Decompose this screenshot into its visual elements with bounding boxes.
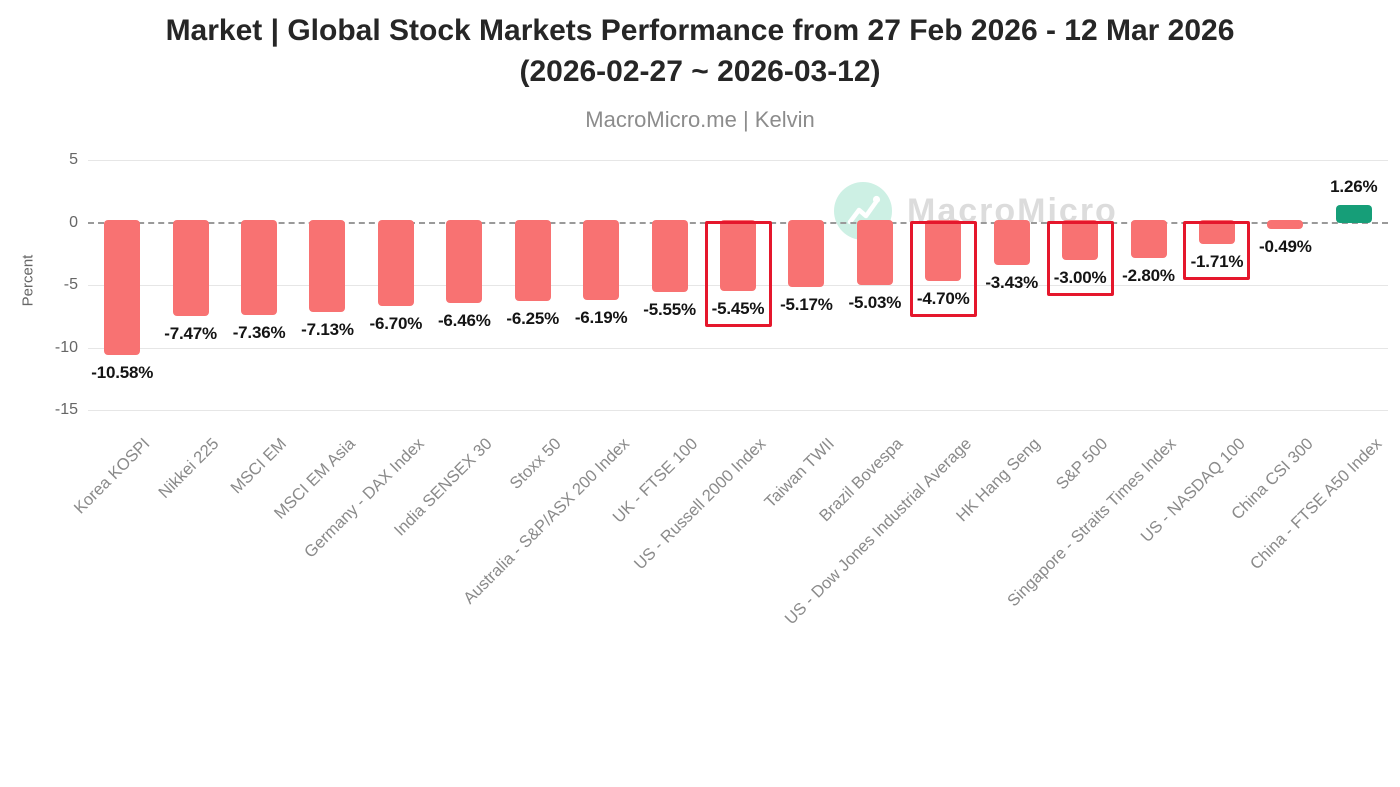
y-tick-label: -10 — [54, 338, 78, 356]
bar-brazil-bovespa[interactable] — [856, 219, 893, 286]
y-tick-label: 5 — [69, 151, 78, 168]
chart-title-line1: Market | Global Stock Markets Performanc… — [165, 14, 1235, 47]
y-tick-label: -15 — [54, 401, 78, 418]
value-label: -4.70% — [916, 289, 970, 309]
bar-india-sensex-30[interactable] — [446, 219, 483, 304]
value-label: -5.03% — [848, 293, 902, 313]
bar-china-csi-300[interactable] — [1267, 219, 1304, 229]
category-label: S&P 500 — [1052, 434, 1112, 494]
highlight-box — [704, 220, 772, 327]
value-label: -6.25% — [506, 308, 560, 328]
bar-uk-ftse-100[interactable] — [651, 219, 688, 292]
value-label: -5.45% — [711, 298, 765, 318]
bar-msci-em[interactable] — [241, 219, 278, 315]
chart-title-line2: (2026-02-27 ~ 2026-03-12) — [519, 55, 881, 89]
category-label: China - FTSE A50 Index — [1246, 434, 1386, 574]
value-label: -3.00% — [1053, 268, 1107, 287]
gridline — [88, 410, 1388, 411]
gridline — [88, 160, 1388, 161]
category-label: US - Russell 2000 Index — [630, 434, 770, 574]
category-label: Korea KOSPI — [70, 434, 154, 518]
category-label: Germany - DAX Index — [300, 434, 428, 562]
value-label: -5.55% — [643, 299, 696, 319]
chart-title: Market | Global Stock Markets Performanc… — [0, 10, 1400, 93]
value-label: -1.71% — [1190, 251, 1244, 271]
value-label: -6.46% — [437, 311, 491, 331]
value-label: -7.36% — [232, 322, 286, 342]
value-label: -7.13% — [301, 319, 354, 339]
bar-msci-em-asia[interactable] — [309, 219, 346, 312]
value-label: -5.17% — [780, 295, 833, 315]
bar-us-nasdaq-100[interactable] — [1198, 219, 1235, 244]
value-label: -0.49% — [1259, 236, 1312, 256]
bar-nikkei-225[interactable] — [172, 219, 209, 316]
bar-s-p-500[interactable] — [1062, 219, 1099, 260]
bar-korea-kospi[interactable] — [104, 219, 141, 355]
value-label: -10.58% — [91, 362, 154, 382]
bar-singapore-straits-times-index[interactable] — [1130, 219, 1167, 258]
highlight-box — [909, 220, 977, 318]
category-label: MSCI EM — [227, 434, 291, 498]
y-tick-label: 0 — [69, 213, 78, 231]
line-chart-glyph — [847, 195, 881, 225]
value-label: -3.43% — [985, 273, 1038, 293]
category-label: Stoxx 50 — [506, 434, 565, 493]
bar-taiwan-twii[interactable] — [788, 219, 825, 288]
bar-hk-hang-seng[interactable] — [993, 219, 1030, 266]
bar-australia-s-p-asx-200-index[interactable] — [583, 219, 620, 300]
value-label: 1.26% — [1330, 176, 1378, 196]
category-label: Nikkei 225 — [154, 434, 223, 502]
bar-germany-dax-index[interactable] — [377, 219, 414, 307]
highlight-box — [1183, 220, 1251, 280]
gridline — [88, 347, 1388, 349]
bar-stoxx-50[interactable] — [514, 219, 551, 301]
bar-china-ftse-a50-index[interactable] — [1335, 204, 1372, 223]
bar-us-dow-jones-industrial-average[interactable] — [925, 219, 962, 282]
highlight-box — [1046, 220, 1114, 296]
value-label: -6.19% — [574, 307, 628, 327]
chart-subtitle: MacroMicro.me | Kelvin — [585, 107, 815, 132]
y-tick-label: -5 — [63, 276, 78, 293]
value-label: -6.70% — [369, 314, 423, 334]
value-label: -7.47% — [164, 323, 217, 343]
bar-us-russell-2000-index[interactable] — [720, 219, 756, 291]
value-label: -2.80% — [1122, 265, 1175, 285]
